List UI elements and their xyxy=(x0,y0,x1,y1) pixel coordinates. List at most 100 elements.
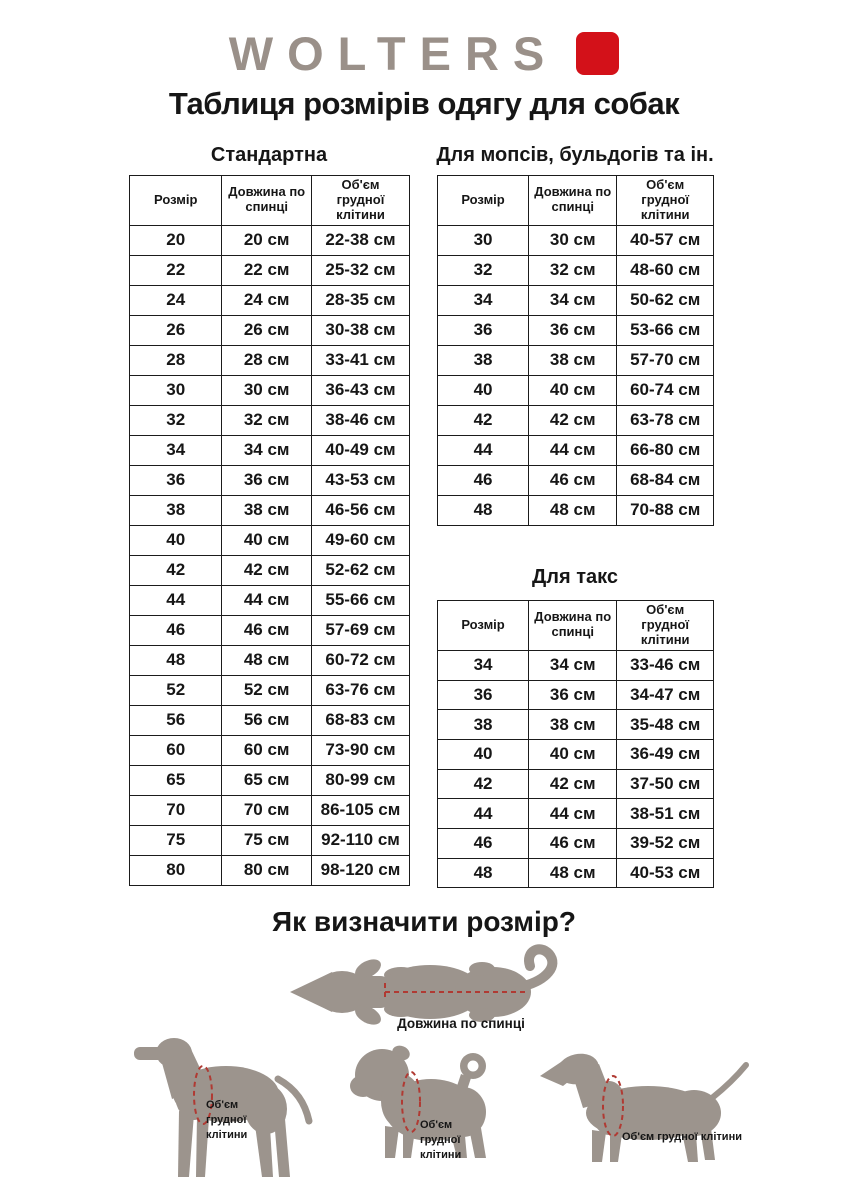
table-cell: 48 xyxy=(436,857,530,889)
how-to-measure-heading: Як визначити розмір? xyxy=(272,906,576,937)
table-cell: 34 xyxy=(436,284,530,316)
table-cell: 48 xyxy=(128,644,223,676)
table-row: 34 34 см 33-46 см xyxy=(436,649,714,681)
table-cell: 56 см xyxy=(221,704,312,736)
table-cell: 66-80 см xyxy=(616,434,714,466)
table-cell: 30 см xyxy=(528,224,618,256)
table-cell: 55-66 см xyxy=(310,584,411,616)
table-cell: 52-62 см xyxy=(310,554,411,586)
back-length-label: Довжина по спинці xyxy=(397,1016,525,1031)
column-header: Об'єм грудної клітини xyxy=(310,175,411,226)
table-cell: 43-53 см xyxy=(310,464,411,496)
table-cell: 38 xyxy=(128,494,223,526)
table-cell: 46 xyxy=(436,464,530,496)
logo-red-square-icon xyxy=(576,32,620,75)
table-cell: 30-38 см xyxy=(310,314,411,346)
table-cell: 32 см xyxy=(528,254,618,286)
header-row: Розмір Довжина по спинці Об'єм грудної клі… xyxy=(436,175,714,226)
table-row: 20 20 см 22-38 см xyxy=(128,224,411,256)
table-cell: 46 xyxy=(436,827,530,859)
page-title: Таблиця розмірів одягу для собак xyxy=(168,86,680,121)
table-cell: 42 см xyxy=(221,554,312,586)
table-cell: 48 см xyxy=(221,644,312,676)
table-cell: 38 см xyxy=(528,344,618,376)
chest-measure-dashed xyxy=(193,1065,213,1125)
table-cell: 65 см xyxy=(221,764,312,796)
table-cell: 46 xyxy=(128,614,223,646)
header-row: Розмір Довжина по спинці Об'єм грудної клі… xyxy=(436,600,714,651)
table-row: 36 36 см 34-47 см xyxy=(436,679,714,711)
table-cell: 80 см xyxy=(221,854,312,886)
table-cell: 40-53 см xyxy=(616,857,714,889)
table-row: 44 44 см 38-51 см xyxy=(436,798,714,829)
table-cell: 44 см xyxy=(528,798,618,829)
table-cell: 63-76 см xyxy=(310,674,411,706)
table-cell: 80-99 см xyxy=(310,764,411,796)
table-cell: 42 xyxy=(436,404,530,436)
table-cell: 46-56 см xyxy=(310,494,411,526)
table-cell: 98-120 см xyxy=(310,854,411,886)
taks-size-table: Розмір Довжина по спинці Об'єм грудної клі… xyxy=(436,600,714,889)
table-cell: 28 xyxy=(128,344,223,376)
table-row: 42 42 см 52-62 см xyxy=(128,554,411,586)
table-cell: 33-41 см xyxy=(310,344,411,376)
table-cell: 60 см xyxy=(221,734,312,766)
table-cell: 68-83 см xyxy=(310,704,411,736)
table-cell: 25-32 см xyxy=(310,254,411,286)
table-cell: 32 xyxy=(436,254,530,286)
table-cell: 34-47 см xyxy=(616,679,714,711)
large-dog-illustration xyxy=(134,1038,313,1177)
table-cell: 75 xyxy=(128,824,223,856)
table-cell: 24 см xyxy=(221,284,312,316)
table-row: 34 34 см 40-49 см xyxy=(128,434,411,466)
table-cell: 35-48 см xyxy=(616,709,714,740)
table-cell: 40 xyxy=(436,738,530,770)
table-row: 46 46 см 68-84 см xyxy=(436,464,714,496)
dog-tail xyxy=(519,944,558,991)
table-cell: 28-35 см xyxy=(310,284,411,316)
table-cell: 65 xyxy=(128,764,223,796)
table-row: 30 30 см 36-43 см xyxy=(128,374,411,406)
table-cell: 22-38 см xyxy=(310,224,411,256)
table-row: 38 38 см 35-48 см xyxy=(436,709,714,740)
table-cell: 34 xyxy=(128,434,223,466)
standard-table-title: Стандартна xyxy=(210,144,328,166)
table-cell: 70 xyxy=(128,794,223,826)
chest-girth-label: Об'єм грудної клітини xyxy=(206,1099,248,1141)
table-cell: 70-88 см xyxy=(616,494,714,526)
table-cell: 26 xyxy=(128,314,223,346)
table-cell: 36 xyxy=(436,314,530,346)
table-cell: 20 xyxy=(128,224,223,256)
table-cell: 70 см xyxy=(221,794,312,826)
table-cell: 40 см xyxy=(528,374,618,406)
table-row: 46 46 см 57-69 см xyxy=(128,614,411,646)
table-cell: 63-78 см xyxy=(616,404,714,436)
column-header: Довжина по спинці xyxy=(221,175,312,226)
table-cell: 24 xyxy=(128,284,223,316)
table-cell: 48-60 см xyxy=(616,254,714,286)
table-cell: 44 xyxy=(128,584,223,616)
table-cell: 30 xyxy=(436,224,530,256)
table-row: 40 40 см 49-60 см xyxy=(128,524,411,556)
table-row: 56 56 см 68-83 см xyxy=(128,704,411,736)
table-row: 22 22 см 25-32 см xyxy=(128,254,411,286)
table-cell: 40 см xyxy=(221,524,312,556)
mops-size-table: Розмір Довжина по спинці Об'єм грудної клі… xyxy=(436,175,714,526)
table-row: 80 80 см 98-120 см xyxy=(128,854,411,886)
table-row: 42 42 см 37-50 см xyxy=(436,768,714,800)
table-cell: 22 см xyxy=(221,254,312,286)
table-row: 42 42 см 63-78 см xyxy=(436,404,714,436)
table-cell: 42 см xyxy=(528,768,618,800)
table-cell: 49-60 см xyxy=(310,524,411,556)
table-row: 40 40 см 36-49 см xyxy=(436,738,714,770)
table-row: 48 48 см 70-88 см xyxy=(436,494,714,526)
table-cell: 38 xyxy=(436,709,530,740)
column-header: Довжина по спинці xyxy=(528,175,618,226)
table-row: 44 44 см 55-66 см xyxy=(128,584,411,616)
table-row: 24 24 см 28-35 см xyxy=(128,284,411,316)
table-cell: 42 см xyxy=(528,404,618,436)
table-cell: 86-105 см xyxy=(310,794,411,826)
table-cell: 60-72 см xyxy=(310,644,411,676)
table-cell: 38-46 см xyxy=(310,404,411,436)
back-length-measure-line xyxy=(384,983,525,1001)
